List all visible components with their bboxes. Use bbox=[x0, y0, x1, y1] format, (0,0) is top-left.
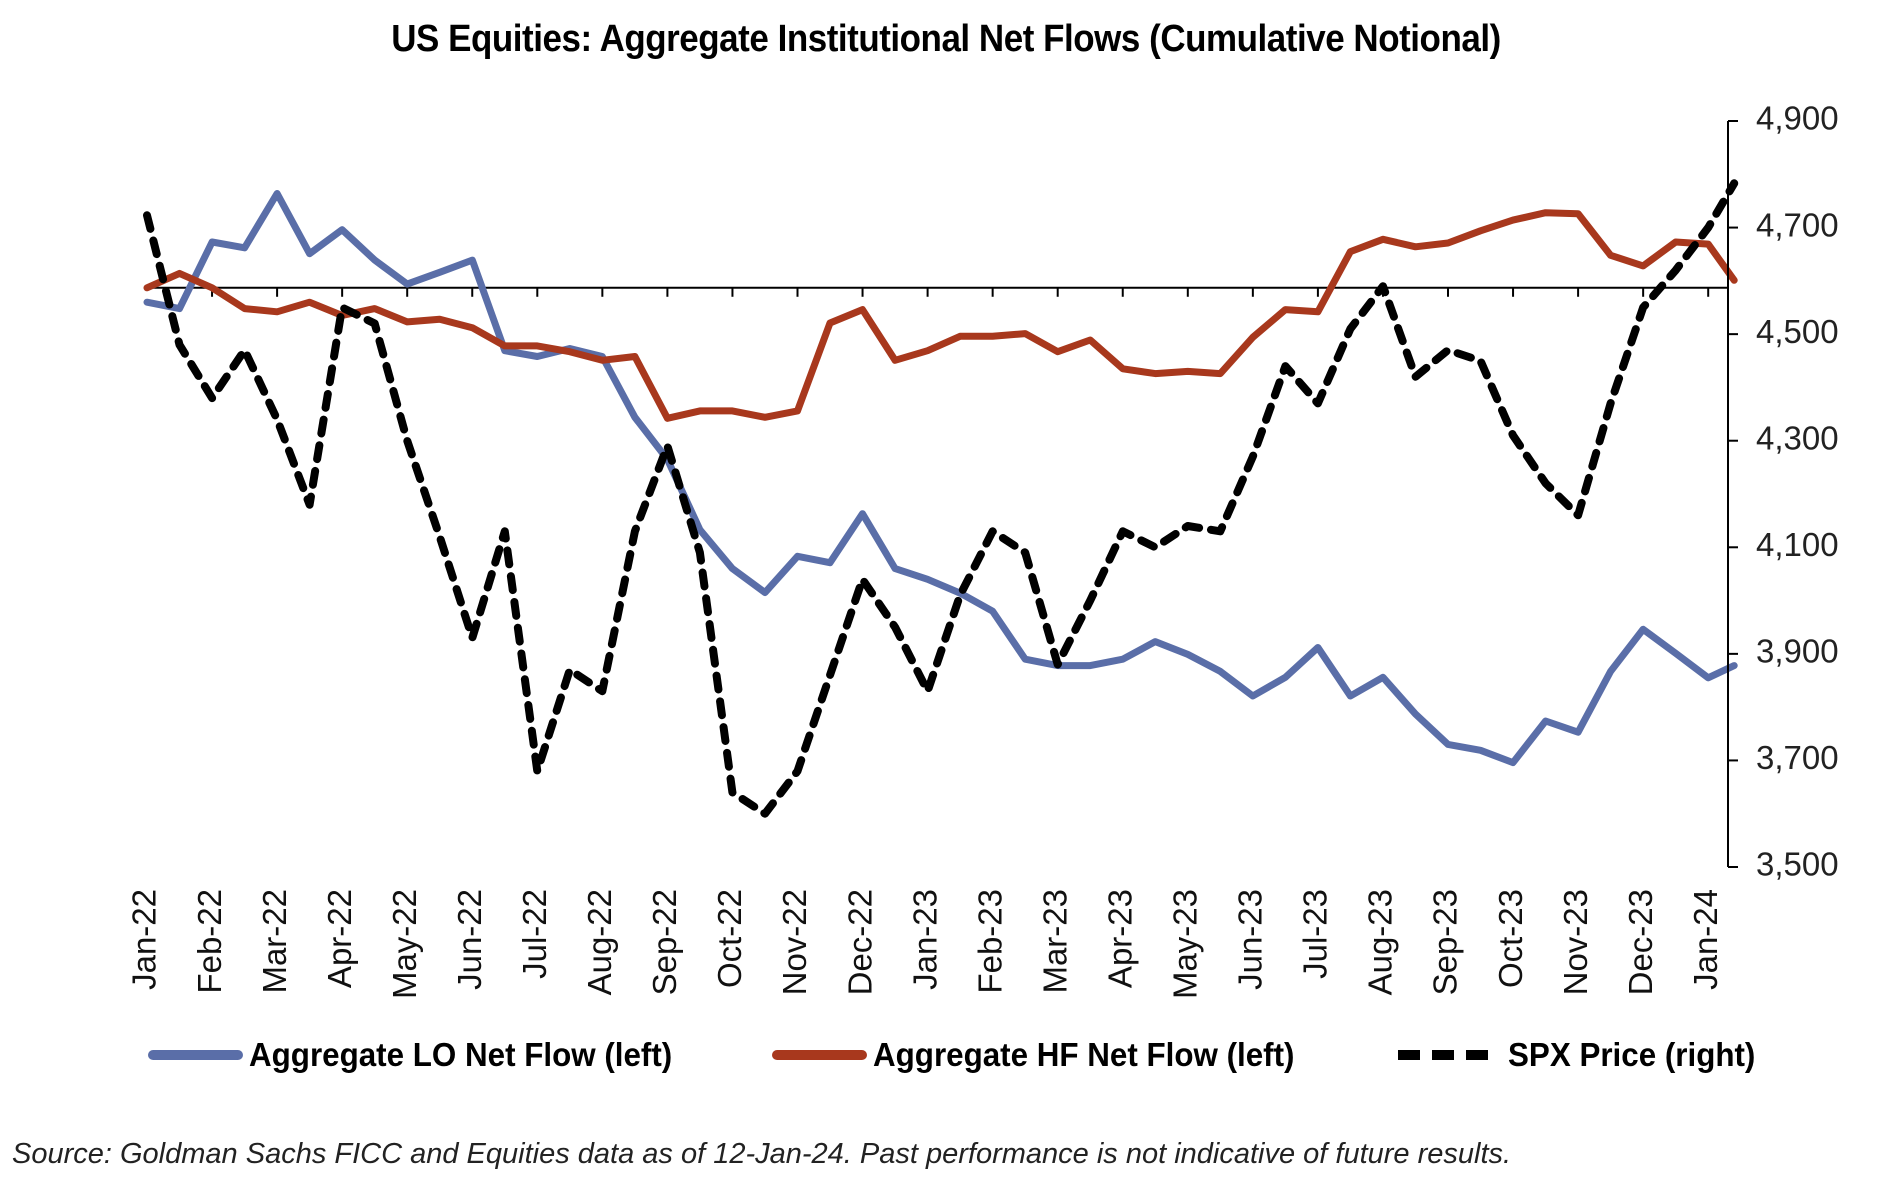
x-tick-label: Dec-22 bbox=[841, 889, 878, 995]
right-axis-tick-label: 3,500 bbox=[1756, 846, 1839, 883]
x-tick-label: Mar-22 bbox=[256, 889, 293, 994]
right-axis-tick-label: 3,700 bbox=[1756, 739, 1839, 776]
x-tick-label: Jun-22 bbox=[451, 889, 488, 990]
legend-label-hf: Aggregate HF Net Flow (left) bbox=[873, 1036, 1295, 1073]
x-tick-label: Oct-22 bbox=[711, 889, 748, 988]
x-tick-label: Jun-23 bbox=[1232, 889, 1269, 990]
x-tick-label: May-23 bbox=[1167, 889, 1204, 999]
x-tick-label: Jan-24 bbox=[1687, 889, 1724, 990]
right-axis-tick-label: 4,300 bbox=[1756, 419, 1839, 456]
x-tick-label: Apr-22 bbox=[321, 889, 358, 988]
right-axis-tick-label: 4,100 bbox=[1756, 526, 1839, 563]
chart-title: US Equities: Aggregate Institutional Net… bbox=[391, 18, 1501, 60]
right-axis-tick-label: 4,700 bbox=[1756, 206, 1839, 243]
series-spx-line bbox=[143, 179, 1739, 818]
series-hf-line bbox=[143, 209, 1738, 422]
x-tick-label: Jan-23 bbox=[906, 889, 943, 990]
series-lo-line bbox=[143, 190, 1738, 767]
legend: Aggregate LO Net Flow (left) Aggregate H… bbox=[140, 1030, 1780, 1080]
legend-item-spx: SPX Price (right) bbox=[1398, 1030, 1768, 1080]
x-tick-label: Apr-23 bbox=[1101, 889, 1138, 988]
x-tick-label: Aug-22 bbox=[581, 889, 618, 995]
legend-swatch-spx bbox=[1398, 1050, 1488, 1060]
x-tick-label: Dec-23 bbox=[1622, 889, 1659, 995]
right-axis-tick-label: 4,900 bbox=[1756, 100, 1839, 137]
x-tick-label: Oct-23 bbox=[1492, 889, 1529, 988]
legend-swatch-lo bbox=[148, 1050, 243, 1060]
x-tick-label: Nov-22 bbox=[776, 889, 813, 995]
x-tick-label: Feb-23 bbox=[971, 889, 1008, 994]
legend-item-lo: Aggregate LO Net Flow (left) bbox=[148, 1030, 695, 1080]
x-tick-label: Sep-23 bbox=[1427, 889, 1464, 995]
legend-label-lo: Aggregate LO Net Flow (left) bbox=[249, 1036, 673, 1073]
x-tick-label: Jul-23 bbox=[1297, 889, 1334, 979]
right-axis-tick-label: 4,500 bbox=[1756, 313, 1839, 350]
x-tick-label: Jan-22 bbox=[126, 889, 163, 990]
legend-swatch-hf bbox=[772, 1050, 867, 1060]
legend-item-hf: Aggregate HF Net Flow (left) bbox=[772, 1030, 1317, 1080]
x-tick-label: Nov-23 bbox=[1557, 889, 1594, 995]
x-tick-label: Sep-22 bbox=[646, 889, 683, 995]
x-tick-label: Aug-23 bbox=[1362, 889, 1399, 995]
x-tick-label: Mar-23 bbox=[1036, 889, 1073, 994]
source-note: Source: Goldman Sachs FICC and Equities … bbox=[12, 1138, 1512, 1170]
x-tick-label: Feb-22 bbox=[191, 889, 228, 994]
legend-label-spx: SPX Price (right) bbox=[1508, 1036, 1756, 1073]
x-tick-label: May-22 bbox=[386, 889, 423, 999]
x-tick-label: Jul-22 bbox=[516, 889, 553, 979]
right-axis-tick-label: 3,900 bbox=[1756, 633, 1839, 670]
